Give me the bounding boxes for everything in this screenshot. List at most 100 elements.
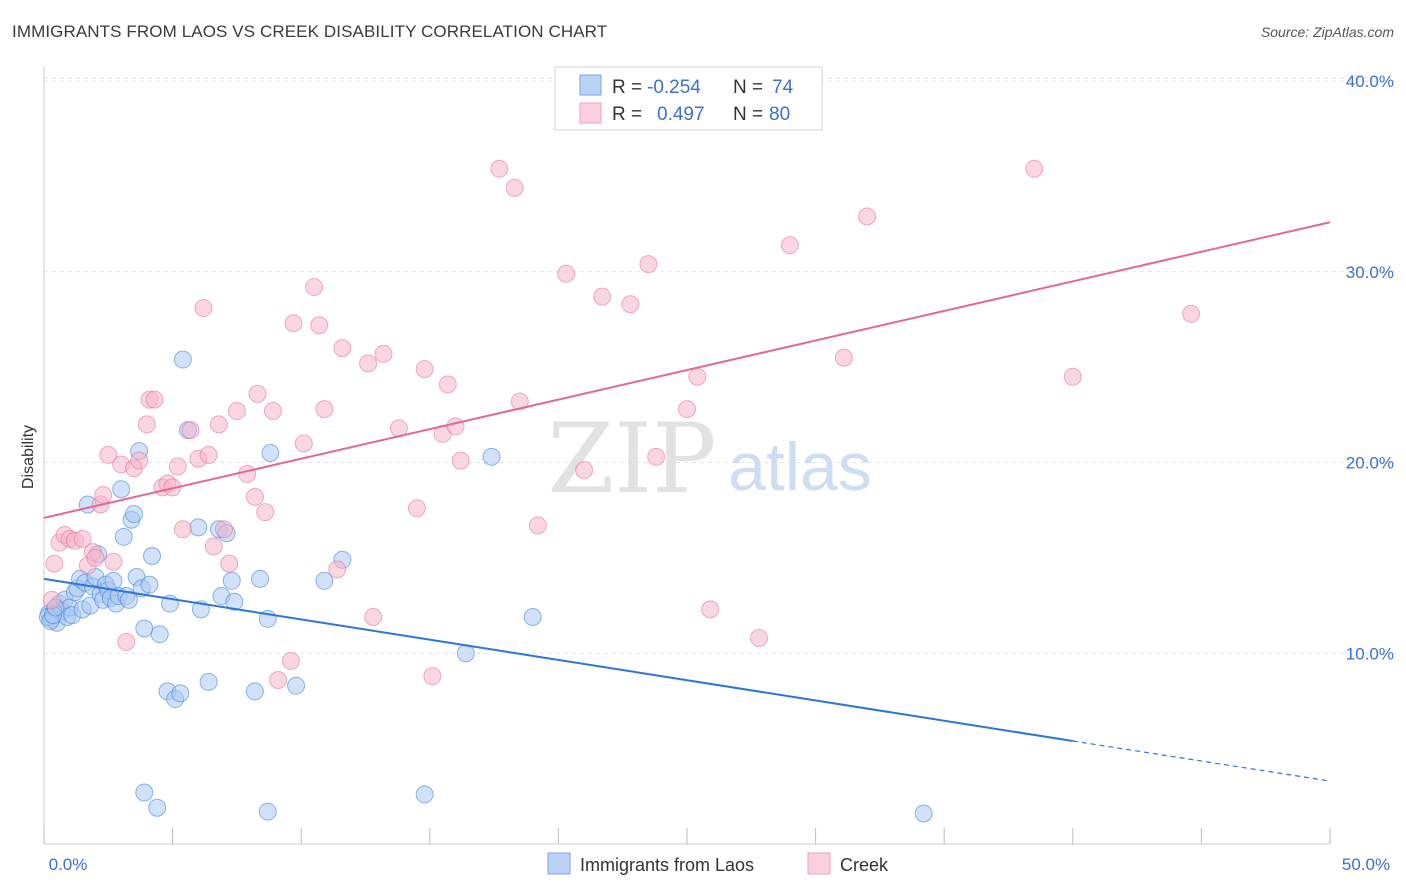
creek-point [269,670,288,689]
creek-point [423,667,442,686]
creek-point [446,417,465,436]
laos-point [315,571,334,590]
creek-point [99,445,118,464]
stats-n-value-pink: 80 [769,104,790,125]
laos-point [245,682,264,701]
creek-point [780,236,799,255]
creek-point [199,445,218,464]
y-tick-label: 20.0% [1346,454,1394,473]
laos-point [287,676,306,695]
laos-point [258,802,277,821]
creek-point [557,264,576,283]
creek-point [256,503,275,522]
laos-point [456,644,475,663]
laos-point [135,783,154,802]
stats-legend: R = -0.254 N = 74 R = 0.497 N = 80 [554,66,823,131]
laos-point [225,592,244,611]
creek-point [294,434,313,453]
legend-label-laos: Immigrants from Laos [580,855,754,875]
creek-point [328,560,347,579]
stats-r-label-pink: R = [612,104,642,125]
laos-point [140,575,159,594]
creek-point [1063,367,1082,386]
source-label: Source: ZipAtlas.com [1260,24,1394,40]
laos-point [523,608,542,627]
creek-point [333,339,352,358]
legend-swatch-laos [547,852,571,875]
creek-point [227,402,246,421]
laos-point [143,546,162,565]
creek-point [678,400,696,419]
creek-point [438,375,457,394]
creek-point [490,159,509,178]
laos-point [150,625,169,644]
creek-point [639,255,658,274]
creek-point [415,360,434,379]
creek-point [130,451,149,470]
creek-point [248,384,267,403]
creek-point [104,552,123,571]
y-axis-label: Disability [20,425,37,489]
creek-point [593,287,612,306]
laos-point [114,527,133,546]
series-creek [42,159,1201,689]
laos-point [199,672,218,691]
y-tick-label: 40.0% [1346,72,1394,91]
x-tick-label-min: 0.0% [49,855,88,874]
watermark-atlas: atlas [728,429,872,505]
creek-point [505,178,524,197]
series-immigrants-from-laos [38,350,933,823]
laos-point [125,505,144,524]
axes [43,66,1331,845]
creek-point [263,402,282,421]
creek-point [364,608,383,627]
creek-point [407,499,426,518]
grid-lines [44,77,1392,654]
creek-point [209,415,228,434]
creek-point [194,299,213,318]
creek-point [310,316,329,335]
laos-point [482,447,501,466]
creek-point [1025,159,1044,178]
stats-swatch-blue [579,74,602,96]
trend-line-laos [43,577,1073,742]
laos-point [135,619,154,638]
legend-label-creek: Creek [840,855,889,875]
creek-point [238,464,257,483]
creek-point [575,461,594,480]
creek-point [510,392,529,411]
legend-swatch-creek [807,852,831,875]
creek-point [173,520,192,539]
creek-point [315,400,334,419]
creek-point [701,600,720,619]
stats-swatch-pink [579,102,602,124]
laos-point [914,804,933,823]
creek-point [528,516,547,535]
chart-title: IMMIGRANTS FROM LAOS VS CREEK DISABILITY… [12,22,608,41]
creek-point [281,651,300,670]
creek-point [688,367,707,386]
trend-line-creek [43,221,1331,519]
stats-n-value-blue: 74 [772,77,794,98]
laos-point [171,684,190,703]
laos-point [173,350,192,369]
creek-point [1182,304,1201,323]
y-tick-label: 10.0% [1346,644,1394,663]
creek-point [647,447,666,466]
stats-n-label-pink: N = [733,104,763,125]
creek-point [94,485,113,504]
creek-point [45,554,64,573]
laos-point [189,518,208,537]
creek-point [621,295,640,314]
stats-r-label-blue: R = [612,77,642,98]
stats-n-label-blue: N = [733,77,763,98]
creek-point [117,632,136,651]
creek-point [215,520,234,539]
creek-point [181,421,200,440]
trend-lines [43,221,1331,782]
laos-point [112,480,131,499]
laos-point [148,798,167,817]
laos-point [415,785,434,804]
creek-point [86,548,105,567]
